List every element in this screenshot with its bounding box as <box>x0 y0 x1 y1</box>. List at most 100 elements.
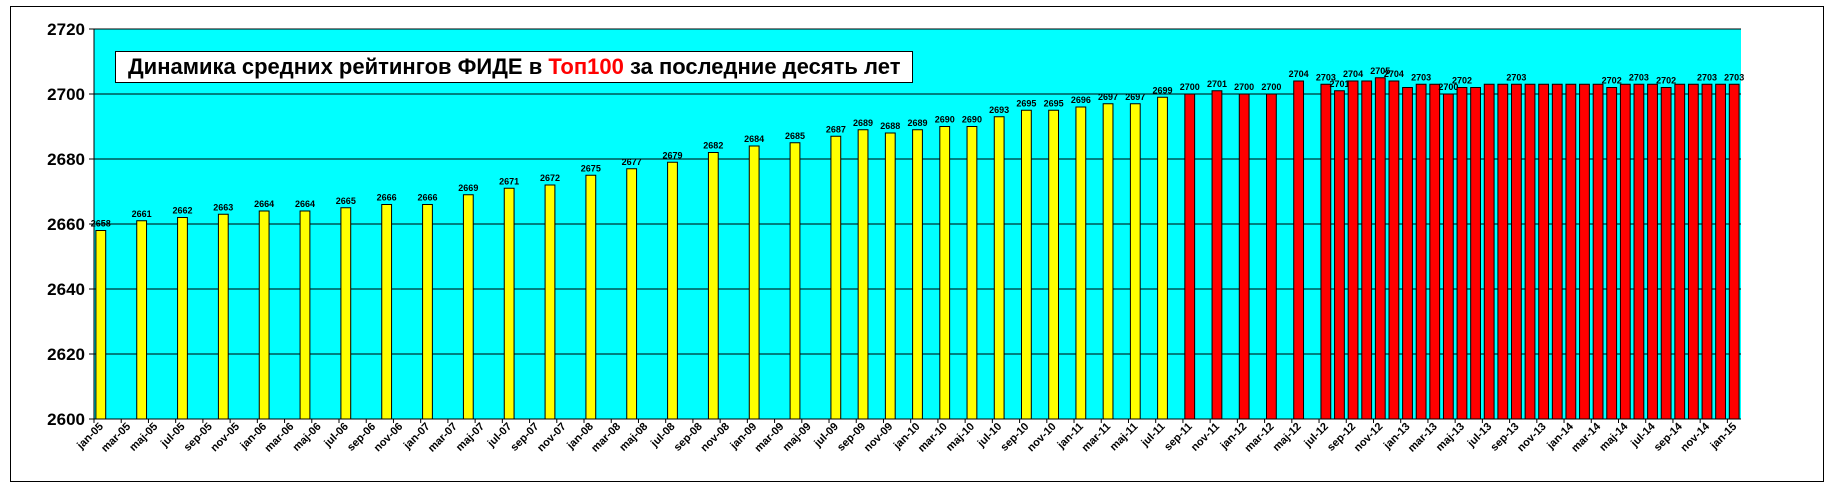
x-tick-label: mar-10 <box>916 421 950 455</box>
x-tick-label: nov-13 <box>1515 421 1549 455</box>
bar <box>1538 83 1550 420</box>
x-tick-label: mar-14 <box>1569 420 1604 455</box>
bar <box>1157 96 1168 420</box>
bar <box>1184 93 1196 420</box>
data-label: 2697 <box>1098 92 1118 102</box>
bar <box>1020 109 1032 420</box>
bar <box>1579 83 1590 420</box>
bar <box>95 230 107 420</box>
bar <box>1565 83 1577 420</box>
data-label: 2684 <box>744 134 764 144</box>
x-tick-label: sep-12 <box>1325 421 1358 454</box>
x-tick-label: maj-10 <box>944 421 977 454</box>
x-tick-label: mar-12 <box>1243 421 1277 455</box>
data-label: 2669 <box>458 183 478 193</box>
bar <box>912 129 923 420</box>
data-label: 2700 <box>1261 82 1281 92</box>
data-label: 2702 <box>1656 76 1676 86</box>
bar <box>789 142 801 420</box>
x-tick-label: mar-13 <box>1406 421 1440 455</box>
x-tick-label: sep-06 <box>345 421 378 454</box>
bar <box>966 126 978 420</box>
chart-frame: 2600 2620 2640 2660 2680 2700 2720 2658 2661 2662… <box>10 6 1824 482</box>
x-tick-label: nov-12 <box>1352 421 1386 455</box>
bar <box>544 184 556 420</box>
data-label: 2690 <box>935 115 955 125</box>
bar <box>1374 77 1386 420</box>
data-label: 2690 <box>962 115 982 125</box>
x-tick-label: mar-05 <box>99 421 133 455</box>
data-label: 2697 <box>1125 92 1145 102</box>
x-tick-label: sep-09 <box>835 421 868 454</box>
data-label: 2679 <box>662 150 682 160</box>
data-label: 2664 <box>295 199 315 209</box>
x-tick-label: nov-09 <box>862 421 896 455</box>
data-label: 2695 <box>1044 98 1064 108</box>
x-tick-label: maj-05 <box>127 421 160 454</box>
bar <box>585 174 597 420</box>
bar <box>1619 83 1631 420</box>
x-tick-label: maj-12 <box>1271 421 1304 454</box>
data-label: 2696 <box>1071 95 1091 105</box>
y-tick-label: 2640 <box>47 280 85 299</box>
title-highlight: Топ100 <box>548 54 624 79</box>
bar <box>1687 83 1699 420</box>
bar <box>1211 90 1223 420</box>
bar <box>1592 83 1604 420</box>
title-part-3: за последние десять лет <box>623 54 901 79</box>
data-label: 2699 <box>1152 85 1172 95</box>
data-label: 2705 <box>1370 66 1390 76</box>
x-tick-label: mar-08 <box>589 421 623 455</box>
bar <box>1388 80 1400 420</box>
data-label: 2703 <box>1697 72 1717 82</box>
x-tick-label: maj-09 <box>781 421 814 454</box>
x-tick-label: nov-07 <box>535 421 569 455</box>
x-tick-label: sep-11 <box>1162 421 1195 454</box>
bar <box>1075 106 1087 420</box>
bar <box>1048 109 1060 420</box>
x-tick-label: maj-14 <box>1597 420 1631 454</box>
bar <box>748 145 760 420</box>
x-tick-label: maj-11 <box>1108 421 1141 454</box>
data-label: 2687 <box>826 124 846 134</box>
bar <box>1701 83 1713 420</box>
data-label: 2702 <box>1452 76 1472 86</box>
y-tick-label: 2600 <box>47 410 85 429</box>
y-tick-label: 2720 <box>47 20 85 39</box>
data-label: 2700 <box>1438 82 1458 92</box>
bar <box>1266 93 1277 420</box>
bar <box>381 204 393 420</box>
bar <box>1442 93 1454 420</box>
bar <box>503 187 515 420</box>
data-label: 2703 <box>1411 72 1431 82</box>
x-tick-label: mar-11 <box>1080 421 1114 455</box>
data-label: 2703 <box>1506 72 1526 82</box>
bar <box>1402 87 1413 420</box>
x-tick-label: maj-13 <box>1434 421 1467 454</box>
bar <box>707 152 719 420</box>
bar <box>1129 103 1141 420</box>
data-label: 2689 <box>853 118 873 128</box>
bar <box>462 194 474 420</box>
data-label: 2689 <box>907 118 927 128</box>
bar <box>1238 93 1250 420</box>
x-tick-label: mar-09 <box>753 421 787 455</box>
data-label: 2704 <box>1343 69 1363 79</box>
bar <box>1728 83 1740 420</box>
data-label: 2704 <box>1289 69 1309 79</box>
data-label: 2701 <box>1329 79 1349 89</box>
data-label: 2700 <box>1180 82 1200 92</box>
bar <box>1293 80 1305 420</box>
bar <box>1715 83 1726 420</box>
data-label: 2695 <box>1016 98 1036 108</box>
x-tick-label: nov-05 <box>208 421 242 455</box>
y-tick-label: 2680 <box>47 150 85 169</box>
data-label: 2685 <box>785 131 805 141</box>
data-label: 2666 <box>377 193 397 203</box>
data-label: 2666 <box>417 193 437 203</box>
bar <box>1347 80 1359 420</box>
bar <box>1497 83 1509 420</box>
bar <box>1470 87 1481 420</box>
bar <box>667 161 678 420</box>
bar <box>422 204 433 420</box>
